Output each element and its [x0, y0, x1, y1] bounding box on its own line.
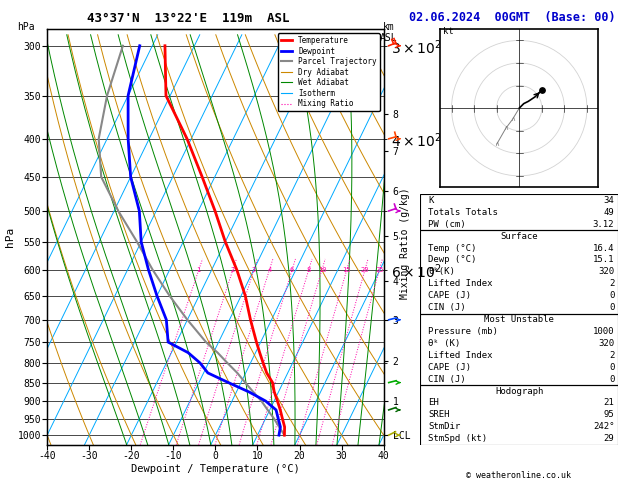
- Text: 8: 8: [306, 267, 311, 273]
- Text: 43°37'N  13°22'E  119m  ASL: 43°37'N 13°22'E 119m ASL: [87, 12, 290, 25]
- Text: StmSpd (kt): StmSpd (kt): [428, 434, 487, 443]
- Text: 0: 0: [609, 303, 615, 312]
- Bar: [420, 313, 618, 385]
- Text: 0: 0: [609, 375, 615, 383]
- Text: Dewp (°C): Dewp (°C): [428, 256, 477, 264]
- Text: 95: 95: [604, 410, 615, 419]
- Text: 1000: 1000: [593, 327, 615, 336]
- Text: 6: 6: [290, 267, 294, 273]
- Text: CIN (J): CIN (J): [428, 375, 465, 383]
- Text: CAPE (J): CAPE (J): [428, 363, 471, 372]
- Bar: [420, 194, 618, 230]
- Text: θᵏ (K): θᵏ (K): [428, 339, 460, 348]
- Text: SREH: SREH: [428, 410, 450, 419]
- Text: 320: 320: [598, 339, 615, 348]
- Text: Pressure (mb): Pressure (mb): [428, 327, 498, 336]
- Text: CIN (J): CIN (J): [428, 303, 465, 312]
- Text: PW (cm): PW (cm): [428, 220, 465, 229]
- Text: Lifted Index: Lifted Index: [428, 351, 493, 360]
- Text: EH: EH: [428, 399, 439, 407]
- Text: 4: 4: [267, 267, 272, 273]
- Text: ∧: ∧: [494, 141, 499, 147]
- Text: 16.4: 16.4: [593, 243, 615, 253]
- Text: © weatheronline.co.uk: © weatheronline.co.uk: [467, 471, 571, 480]
- Text: Lifted Index: Lifted Index: [428, 279, 493, 288]
- Text: Mixing Ratio (g/kg): Mixing Ratio (g/kg): [400, 187, 410, 299]
- Text: Temp (°C): Temp (°C): [428, 243, 477, 253]
- Text: 1: 1: [197, 267, 201, 273]
- Text: 3: 3: [252, 267, 256, 273]
- Text: 25: 25: [375, 267, 384, 273]
- Text: km
ASL: km ASL: [380, 22, 398, 43]
- Text: Totals Totals: Totals Totals: [428, 208, 498, 217]
- Text: ∧: ∧: [510, 117, 515, 122]
- Text: 49: 49: [604, 208, 615, 217]
- Text: 21: 21: [604, 399, 615, 407]
- Text: 02.06.2024  00GMT  (Base: 00): 02.06.2024 00GMT (Base: 00): [409, 11, 616, 24]
- Text: 242°: 242°: [593, 422, 615, 431]
- Text: 15.1: 15.1: [593, 256, 615, 264]
- Text: hPa: hPa: [18, 22, 35, 32]
- Text: 0: 0: [609, 291, 615, 300]
- Text: 34: 34: [604, 196, 615, 205]
- Text: 29: 29: [604, 434, 615, 443]
- Text: 3.12: 3.12: [593, 220, 615, 229]
- Point: [537, 86, 547, 94]
- Text: 320: 320: [598, 267, 615, 277]
- Text: kt: kt: [443, 27, 454, 35]
- Text: 10: 10: [318, 267, 326, 273]
- Text: Most Unstable: Most Unstable: [484, 315, 554, 324]
- Text: StmDir: StmDir: [428, 422, 460, 431]
- Text: 2: 2: [609, 351, 615, 360]
- Text: θᵏ(K): θᵏ(K): [428, 267, 455, 277]
- Bar: [420, 385, 618, 445]
- Text: ∧: ∧: [503, 125, 508, 131]
- Text: 20: 20: [360, 267, 369, 273]
- Text: K: K: [428, 196, 433, 205]
- Y-axis label: hPa: hPa: [4, 227, 14, 247]
- Text: Surface: Surface: [501, 232, 538, 241]
- Text: CAPE (J): CAPE (J): [428, 291, 471, 300]
- Legend: Temperature, Dewpoint, Parcel Trajectory, Dry Adiabat, Wet Adiabat, Isotherm, Mi: Temperature, Dewpoint, Parcel Trajectory…: [277, 33, 380, 111]
- Text: 2: 2: [231, 267, 235, 273]
- Text: Hodograph: Hodograph: [495, 386, 543, 396]
- X-axis label: Dewpoint / Temperature (°C): Dewpoint / Temperature (°C): [131, 464, 300, 474]
- Bar: [420, 230, 618, 313]
- Text: 15: 15: [342, 267, 351, 273]
- Text: 0: 0: [609, 363, 615, 372]
- Text: 2: 2: [609, 279, 615, 288]
